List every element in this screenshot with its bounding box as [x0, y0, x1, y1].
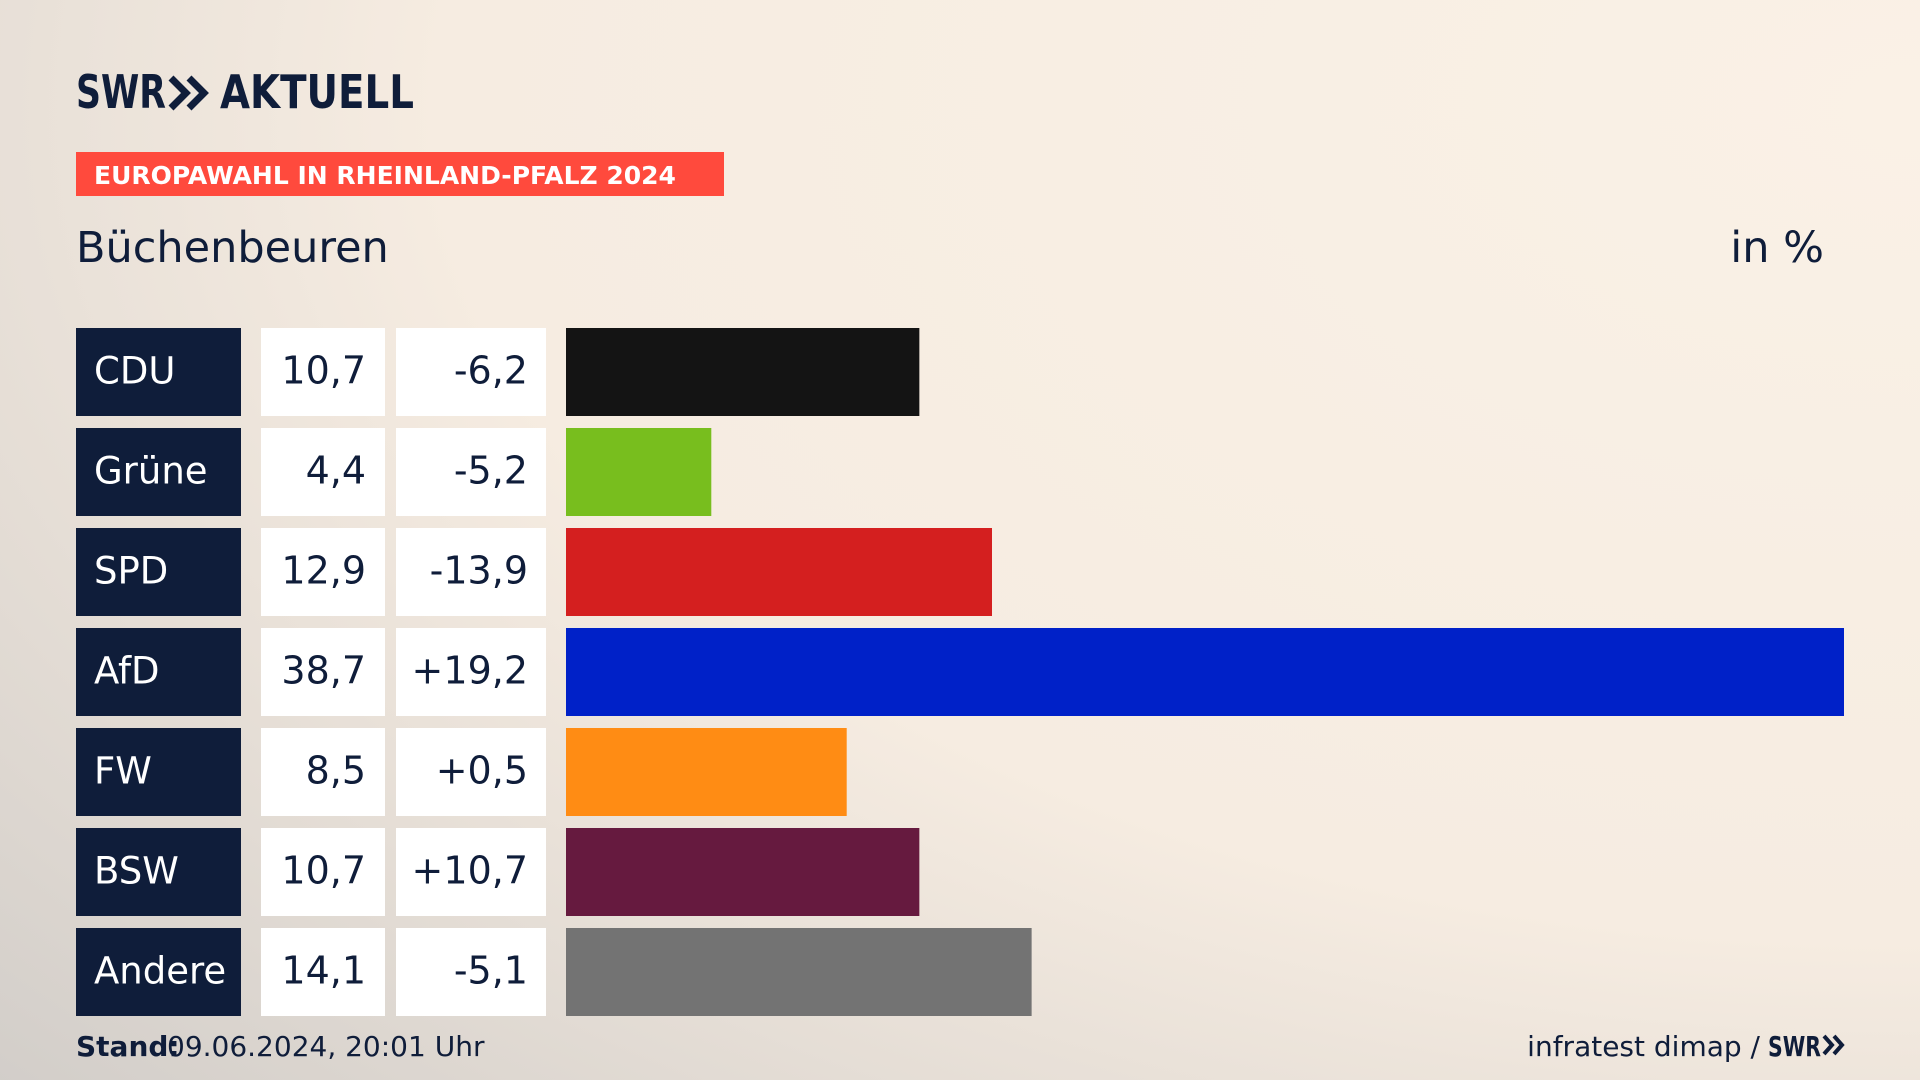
- bar: [566, 528, 992, 616]
- party-box: [76, 528, 241, 616]
- rows: CDU 10,7 -6,2 Grüne 4,4 -5,2 SPD 12,9 -13,9 AfD 38…: [76, 328, 1844, 1016]
- title-banner: [76, 152, 724, 196]
- change-label: -5,1: [454, 949, 528, 993]
- bar: [566, 728, 847, 816]
- value-label: 12,9: [281, 549, 366, 593]
- unit-label: in %: [1730, 223, 1824, 273]
- bar: [566, 928, 1032, 1016]
- change-label: +19,2: [412, 649, 528, 693]
- value-label: 8,5: [306, 749, 366, 793]
- value-box: [261, 528, 385, 616]
- party-box: [76, 428, 241, 516]
- change-box: [396, 728, 546, 816]
- value-box: [261, 628, 385, 716]
- subtitle: Büchenbeuren: [76, 223, 389, 273]
- value-box: [261, 328, 385, 416]
- stand-label: Stand:: [76, 1030, 180, 1063]
- stand-value: 09.06.2024, 20:01 Uhr: [167, 1030, 485, 1063]
- bar: [566, 428, 712, 516]
- change-label: +0,5: [436, 749, 528, 793]
- party-label: FW: [94, 750, 152, 793]
- source: infratest dimap /: [1527, 1030, 1760, 1063]
- change-label: +10,7: [412, 849, 528, 893]
- value-box: [261, 428, 385, 516]
- value-box: [261, 928, 385, 1016]
- brand-section: AKTUELL: [220, 65, 414, 119]
- source-chevron: [1832, 1034, 1845, 1056]
- party-box: [76, 828, 241, 916]
- party-box: [76, 728, 241, 816]
- brand-chevron: [186, 75, 209, 111]
- chart-title: EUROPAWAHL IN RHEINLAND-PFALZ 2024: [94, 161, 676, 190]
- change-box: [396, 428, 546, 516]
- value-box: [261, 728, 385, 816]
- change-label: -5,2: [454, 449, 528, 493]
- party-label: Andere: [94, 950, 226, 993]
- party-label: Grüne: [94, 450, 208, 493]
- party-box: [76, 628, 241, 716]
- source-brand: SWR: [1768, 1030, 1821, 1063]
- party-label: BSW: [94, 850, 179, 893]
- party-box: [76, 328, 241, 416]
- change-box: [396, 528, 546, 616]
- logo: SWR AKTUELL: [76, 65, 414, 119]
- change-box: [396, 628, 546, 716]
- party-label: AfD: [94, 650, 160, 693]
- value-box: [261, 828, 385, 916]
- value-label: 4,4: [306, 449, 366, 493]
- party-label: CDU: [94, 350, 175, 393]
- brand-chevron: [168, 75, 191, 111]
- brand: SWR: [76, 65, 166, 119]
- value-label: 38,7: [281, 649, 366, 693]
- value-label: 14,1: [281, 949, 366, 993]
- change-label: -6,2: [454, 349, 528, 393]
- value-label: 10,7: [281, 849, 366, 893]
- change-box: [396, 328, 546, 416]
- change-label: -13,9: [430, 549, 528, 593]
- value-label: 10,7: [281, 349, 366, 393]
- party-label: SPD: [94, 550, 168, 593]
- bar: [566, 628, 1844, 716]
- bar: [566, 828, 920, 916]
- change-box: [396, 928, 546, 1016]
- change-box: [396, 828, 546, 916]
- party-box: [76, 928, 241, 1016]
- bar: [566, 328, 920, 416]
- source-chevron: [1822, 1034, 1835, 1056]
